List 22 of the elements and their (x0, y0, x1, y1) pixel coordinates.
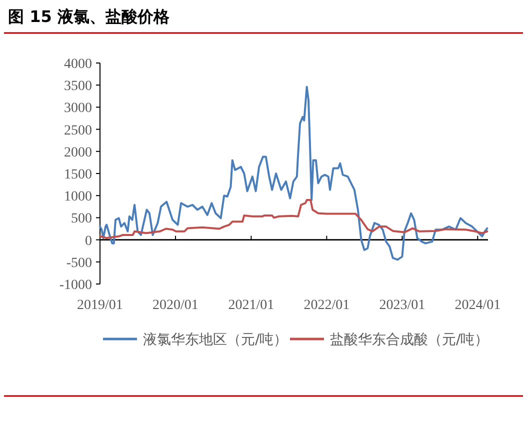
line-series (99, 199, 488, 240)
chart-title: 图 15 液氯、盐酸价格 (8, 7, 170, 26)
y-tick-label: 4000 (64, 57, 92, 72)
x-tick-label: 2023/01 (379, 298, 426, 313)
y-tick-label: 3500 (64, 79, 92, 94)
legend-label: 液氯华东地区（元/吨） (143, 332, 288, 348)
y-tick-label: 0 (85, 234, 92, 249)
legend-label: 盐酸华东合成酸（元/吨） (330, 332, 489, 348)
x-tick-label: 2024/01 (454, 298, 501, 313)
x-tick-label: 2019/01 (77, 298, 123, 313)
y-tick-label: 2000 (64, 145, 92, 160)
y-tick-label: -1000 (59, 278, 92, 293)
y-tick-label: 500 (71, 212, 92, 227)
x-tick-label: 2022/01 (304, 298, 350, 313)
x-tick-label: 2020/01 (152, 298, 198, 313)
y-tick-label: 3000 (64, 101, 92, 116)
y-tick-label: 1500 (64, 168, 92, 182)
line-series (99, 86, 488, 261)
y-tick-label: 2500 (64, 123, 92, 138)
y-tick-label: -500 (66, 256, 92, 271)
y-tick-label: 1000 (64, 190, 92, 205)
x-tick-label: 2021/01 (228, 298, 274, 313)
